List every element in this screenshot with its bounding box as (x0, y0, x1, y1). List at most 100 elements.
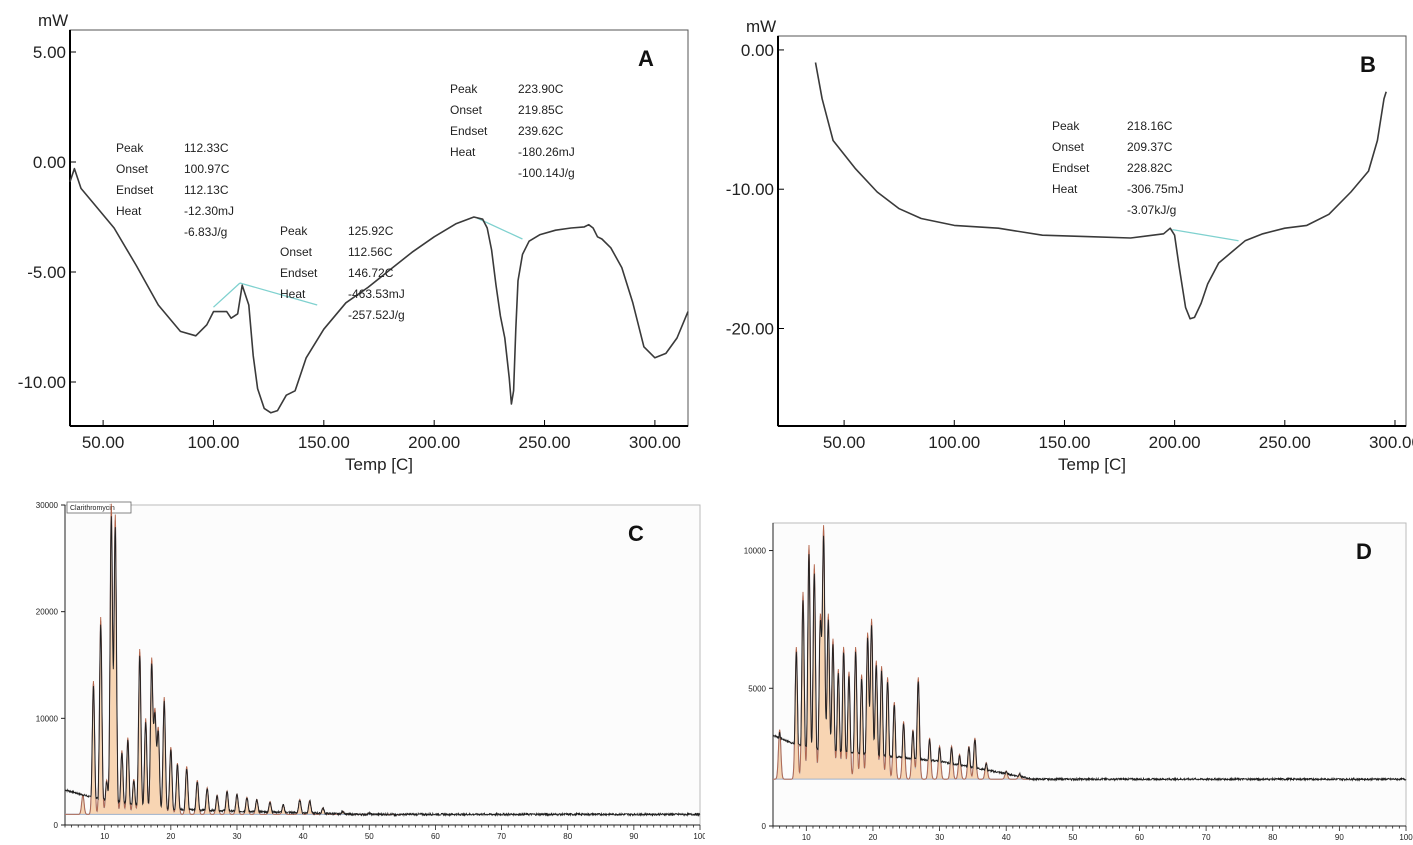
y-tick-label: 30000 (36, 501, 59, 510)
annotation-key: Heat (450, 145, 476, 159)
annotation-key: Endset (116, 183, 154, 197)
y-tick-label: -10.00 (18, 373, 66, 392)
y-tick-label: 10000 (36, 714, 59, 723)
y-tick-label: 5.00 (33, 43, 66, 62)
y-tick-label: 5000 (748, 684, 766, 693)
x-tick-label: 100.00 (187, 433, 239, 452)
annotation-key: Peak (280, 224, 308, 238)
annotation-value: 219.85C (518, 103, 564, 117)
x-tick-label: 250.00 (519, 433, 571, 452)
x-tick-label: 70 (1202, 833, 1211, 842)
annotation-key: Heat (116, 204, 142, 218)
x-axis-title: Temp [C] (1058, 455, 1126, 474)
x-tick-label: 70 (497, 832, 506, 841)
x-tick-label: 50 (365, 832, 374, 841)
annotation-value: -100.14J/g (518, 166, 575, 180)
y-unit-label: mW (746, 17, 776, 36)
peak-annotation: Peak 218.16C Onset 209.37C Endset 228.82C Heat… (1052, 119, 1184, 217)
dsc-chart-a: mW 5.00 0.00 -5.00 -10.00 50.00 100.00 150.00 20… (0, 0, 700, 480)
annotation-value: 100.97C (184, 162, 230, 176)
y-tick-label: 10000 (744, 547, 767, 556)
legend-label: Clarithromycin (70, 505, 115, 512)
annotation-key: Onset (116, 162, 149, 176)
y-tick-label: 20000 (36, 608, 59, 617)
annotation-key: Endset (450, 124, 488, 138)
xrd-chart-c: 30000 20000 10000 0 10 20 30 40 50 60 70 80 90 100 C Cl… (0, 485, 705, 845)
annotation-key: Endset (280, 266, 318, 280)
annotation-value: 218.16C (1127, 119, 1173, 133)
annotation-value: 146.72C (348, 266, 394, 280)
annotation-value: -306.75mJ (1127, 182, 1184, 196)
observed-pattern (772, 535, 1407, 782)
annotation-key: Heat (280, 287, 306, 301)
annotation-key: Endset (1052, 161, 1090, 175)
dsc-curve (69, 167, 689, 414)
x-tick-label: 40 (299, 832, 308, 841)
x-tick-label: 100 (693, 832, 705, 841)
x-tick-label: 20 (868, 833, 877, 842)
x-tick-label: 50.00 (823, 433, 866, 452)
annotation-value: 112.13C (184, 183, 229, 197)
xrd-chart-d-svg: 10000 5000 0 10 20 30 40 50 60 70 80 90 100 D (744, 522, 1413, 842)
annotation-value: -463.53mJ (348, 287, 405, 301)
annotation-value: 223.90C (518, 82, 564, 96)
x-tick-label: 90 (1335, 833, 1344, 842)
plot-frame (777, 35, 1407, 427)
xrd-chart-c-svg: 30000 20000 10000 0 10 20 30 40 50 60 70 80 90 100 C Cl… (36, 501, 705, 841)
y-tick-label: 0.00 (741, 41, 774, 60)
legend-box (66, 501, 132, 514)
dsc-curve (814, 62, 1387, 320)
x-tick-label: 10 (802, 833, 811, 842)
y-unit-label: mW (38, 11, 68, 30)
annotation-key: Onset (450, 103, 483, 117)
x-tick-label: 80 (1268, 833, 1277, 842)
x-tick-label: 80 (563, 832, 572, 841)
y-tick-label: -20.00 (726, 320, 774, 339)
annotation-value: 239.62C (518, 124, 564, 138)
panel-label: B (1360, 52, 1376, 77)
annotation-key: Onset (1052, 140, 1085, 154)
y-tick-label: 0 (54, 821, 59, 830)
panel-label: A (638, 46, 654, 71)
x-tick-label: 100.00 (928, 433, 980, 452)
x-tick-label: 50 (1068, 833, 1077, 842)
x-tick-label: 60 (431, 832, 440, 841)
x-tick-label: 250.00 (1259, 433, 1311, 452)
annotation-value: -6.83J/g (184, 225, 227, 239)
x-tick-label: 20 (166, 832, 175, 841)
panel-label: C (628, 521, 644, 546)
dsc-chart-a-svg: mW 5.00 0.00 -5.00 -10.00 50.00 100.00 150.00 20… (18, 11, 689, 474)
x-tick-label: 60 (1135, 833, 1144, 842)
annotation-value: 125.92C (348, 224, 394, 238)
annotation-value: 112.33C (184, 141, 229, 155)
peak-annotation: Peak 125.92C Onset 112.56C Endset 146.72C Heat… (280, 224, 405, 322)
annotation-value: -3.07kJ/g (1127, 203, 1176, 217)
x-tick-label: 50.00 (82, 433, 125, 452)
y-tick-label: 0.00 (33, 153, 66, 172)
peak-annotation: Peak 112.33C Onset 100.97C Endset 112.13C Heat… (116, 141, 234, 239)
annotation-value: 112.56C (348, 245, 393, 259)
integration-baseline (1172, 228, 1239, 242)
dsc-chart-b-svg: mW 0.00 -10.00 -20.00 50.00 100.00 150.00 200.0… (726, 17, 1413, 474)
annotation-value: -12.30mJ (184, 204, 234, 218)
x-tick-label: 30 (935, 833, 944, 842)
x-tick-label: 30 (233, 832, 242, 841)
x-tick-label: 200.00 (1149, 433, 1201, 452)
annotation-key: Peak (1052, 119, 1080, 133)
dsc-chart-b: mW 0.00 -10.00 -20.00 50.00 100.00 150.00 200.0… (710, 0, 1413, 480)
calculated-pattern-fill (65, 503, 409, 815)
annotation-key: Onset (280, 245, 313, 259)
x-tick-label: 150.00 (298, 433, 350, 452)
annotation-key: Heat (1052, 182, 1078, 196)
xrd-chart-d: 10000 5000 0 10 20 30 40 50 60 70 80 90 100 D (720, 485, 1413, 845)
x-tick-label: 300.00 (1369, 433, 1413, 452)
annotation-value: -257.52J/g (348, 308, 405, 322)
y-tick-label: 0 (762, 822, 767, 831)
annotation-value: 209.37C (1127, 140, 1173, 154)
x-tick-label: 100 (1399, 833, 1413, 842)
y-tick-label: -5.00 (27, 263, 66, 282)
x-tick-label: 10 (100, 832, 109, 841)
x-tick-label: 40 (1002, 833, 1011, 842)
x-tick-label: 150.00 (1038, 433, 1090, 452)
annotation-value: -180.26mJ (518, 145, 575, 159)
